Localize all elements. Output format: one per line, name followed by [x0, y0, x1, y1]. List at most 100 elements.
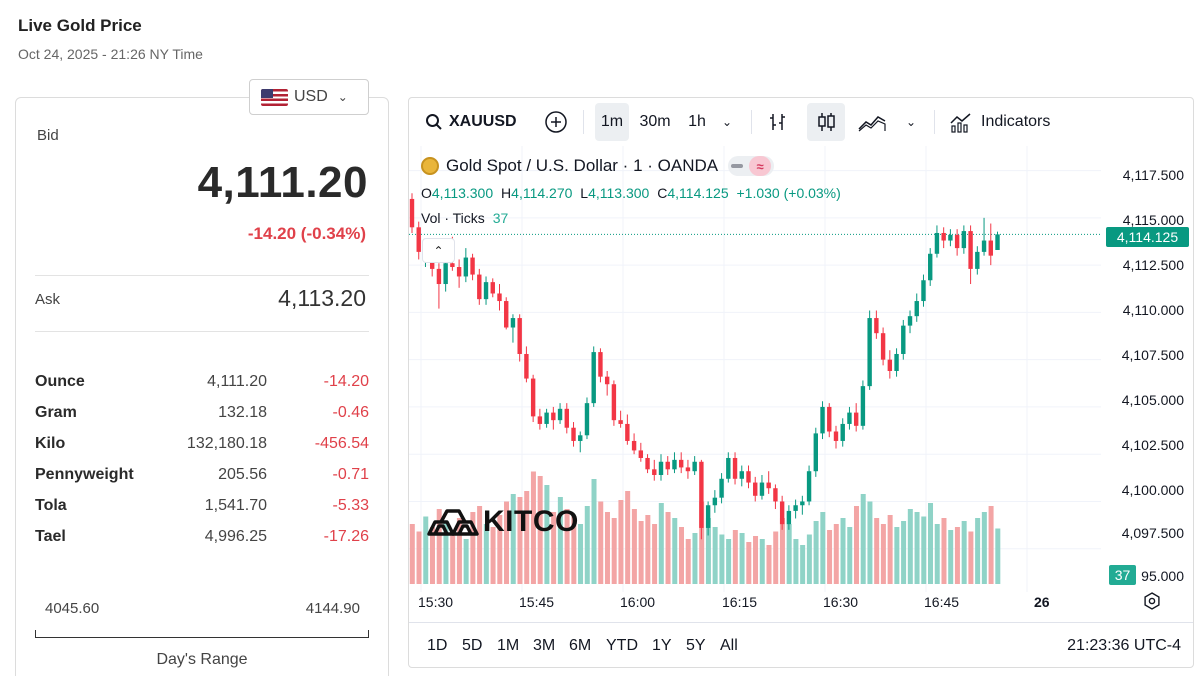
range-button-1y[interactable]: 1Y — [652, 637, 672, 654]
volume-bar — [625, 491, 631, 584]
range-button-6m[interactable]: 6M — [569, 637, 592, 654]
volume-bar — [564, 509, 570, 584]
unit-row-kilo: Kilo 132,180.18 -456.54 — [35, 428, 369, 459]
interval-1h-button[interactable]: 1h — [681, 103, 713, 141]
unit-price: 1,541.70 — [204, 496, 267, 514]
volume-bar — [860, 494, 866, 584]
search-icon — [426, 114, 442, 130]
time-axis-label: 26 — [1034, 594, 1050, 610]
candle-body — [887, 359, 893, 371]
range-button-3m[interactable]: 3M — [533, 637, 556, 654]
volume-bar — [732, 530, 738, 584]
candle-body — [975, 251, 980, 269]
instrument-title: Gold Spot / U.S. Dollar · 1 · OANDA — [446, 156, 719, 175]
bid-label: Bid — [37, 127, 59, 144]
range-button-1d[interactable]: 1D — [427, 637, 448, 654]
indicators-icon — [950, 113, 971, 133]
collapse-legend-button[interactable]: ⌃ — [422, 238, 455, 263]
volume-bar — [551, 512, 557, 584]
volume-bar — [436, 509, 442, 584]
volume-bar — [477, 506, 483, 584]
unit-change: -0.71 — [332, 465, 369, 483]
range-button-5d[interactable]: 5D — [462, 637, 483, 654]
volume-bar — [537, 476, 543, 584]
volume-bar — [840, 518, 846, 584]
candlestick-chart[interactable] — [409, 146, 1194, 622]
volume-bar — [463, 539, 469, 584]
volume-bar — [907, 509, 913, 584]
chevron-up-icon: ⌃ — [433, 243, 444, 258]
range-button-1m[interactable]: 1M — [497, 637, 520, 654]
plus-circle-icon — [545, 111, 567, 133]
candles-style-button[interactable] — [807, 103, 845, 141]
area-style-button[interactable] — [852, 103, 892, 141]
volume-bar — [968, 531, 974, 584]
volume-bar — [672, 518, 678, 584]
chart-widget: XAUUSD 1m 30m 1h ⌄ ⌄ Indicators Gold Spo… — [408, 97, 1194, 668]
chevron-down-icon: ⌄ — [905, 115, 917, 129]
volume-bar — [591, 479, 597, 584]
currency-dropdown[interactable]: USD ⌄ — [249, 79, 369, 115]
candle-body — [719, 478, 724, 498]
symbol-search-button[interactable]: XAUUSD — [417, 103, 521, 141]
candle-body — [954, 234, 960, 249]
open-label: O — [421, 185, 432, 201]
volume-bar — [490, 527, 496, 584]
candle-body — [894, 353, 899, 371]
candle-body — [692, 461, 697, 472]
candle-body — [625, 423, 630, 441]
candle-body — [968, 231, 973, 269]
days-range-high: 4144.90 — [305, 600, 360, 617]
volume-bar — [604, 512, 610, 584]
candle-body — [517, 318, 522, 354]
price-axis-label: 4,105.000 — [1121, 392, 1184, 408]
candle-body — [537, 416, 543, 424]
candle-body — [928, 253, 933, 281]
volume-bar — [470, 512, 476, 584]
indicators-button[interactable]: Indicators — [943, 103, 1069, 141]
range-button-ytd[interactable]: YTD — [606, 637, 638, 654]
candle-body — [679, 459, 684, 468]
chart-style-dropdown-button[interactable]: ⌄ — [899, 103, 923, 141]
volume-bar — [914, 512, 920, 584]
volume-bar — [941, 518, 947, 584]
volume-bar — [961, 521, 967, 584]
volume-bar — [483, 524, 489, 584]
volume-bar — [524, 491, 530, 584]
candle-body — [584, 403, 590, 436]
interval-dropdown-button[interactable]: ⌄ — [715, 103, 739, 141]
compare-symbol-button[interactable] — [539, 103, 573, 141]
volume-bar — [779, 518, 785, 584]
volume-bar — [739, 533, 745, 584]
candle-body — [880, 333, 886, 360]
volume-bar — [517, 497, 523, 584]
interval-label: 1h — [688, 113, 706, 130]
price-axis-label: 4,102.500 — [1121, 437, 1184, 453]
unit-name: Tael — [35, 527, 66, 545]
unit-change: -17.26 — [323, 527, 369, 545]
volume-bar — [800, 545, 806, 584]
legend-toggle[interactable]: ≈ — [728, 156, 775, 176]
interval-1m-button[interactable]: 1m — [595, 103, 629, 141]
volume-bar — [631, 509, 637, 584]
candle-body — [874, 318, 879, 334]
volume-bar — [685, 539, 691, 584]
time-axis-label: 15:45 — [519, 594, 555, 610]
candle-body — [773, 488, 778, 502]
settings-icon[interactable] — [1143, 592, 1161, 610]
high-label: H — [501, 185, 512, 201]
price-axis-label: 4,117.500 — [1122, 167, 1184, 183]
range-button-5y[interactable]: 5Y — [686, 637, 706, 654]
bar-style-button[interactable] — [761, 103, 795, 141]
candles-icon — [818, 113, 835, 131]
volume-bar — [847, 527, 853, 584]
volume-bar — [618, 500, 624, 584]
candle-body — [598, 352, 603, 377]
candle-body — [746, 471, 751, 483]
unit-price: 132.18 — [218, 403, 267, 421]
volume-bar — [746, 542, 752, 584]
interval-30m-button[interactable]: 30m — [634, 103, 676, 141]
currency-value: USD — [294, 88, 328, 105]
range-button-all[interactable]: All — [720, 637, 738, 654]
volume-bar — [705, 518, 711, 584]
